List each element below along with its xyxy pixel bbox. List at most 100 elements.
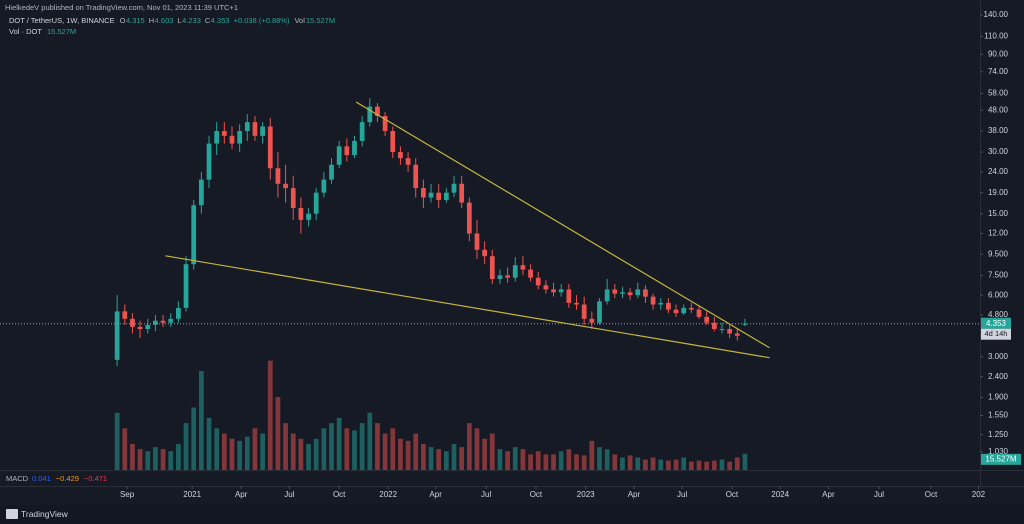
candle-body	[688, 307, 694, 310]
candle-body	[474, 233, 480, 250]
countdown-box	[981, 328, 1011, 340]
y-tick-label: 30.00	[988, 147, 1009, 156]
volume-bar	[474, 428, 480, 470]
volume-bar	[466, 423, 472, 470]
candle-body	[183, 264, 189, 308]
candle-body	[558, 289, 564, 293]
candle-body	[367, 106, 373, 123]
volume-value-label: 15.527M	[985, 454, 1016, 463]
candle-body	[727, 329, 733, 334]
candle-body	[428, 192, 434, 198]
volume-bar	[321, 428, 327, 470]
volume-bar	[313, 438, 319, 470]
y-tick-label: 3.000	[988, 352, 1009, 361]
y-tick-label: 4.800	[988, 310, 1009, 319]
y-tick-label: 15.00	[988, 209, 1009, 218]
volume-bar	[252, 428, 258, 470]
candle-body	[581, 304, 587, 319]
candle-body	[283, 183, 288, 189]
macd-value: −0.429	[56, 474, 79, 483]
volume-bar	[520, 449, 526, 470]
candle-body	[620, 292, 625, 294]
candle-body	[666, 302, 671, 310]
candle-body	[482, 249, 488, 257]
candle-body	[719, 329, 725, 331]
volume-bar	[742, 453, 748, 470]
candle-body	[528, 269, 533, 278]
volume-bar	[198, 371, 204, 470]
ohlc-value: 4.315	[126, 16, 145, 25]
brand-name: TradingView	[21, 509, 69, 519]
candle-body	[153, 320, 158, 325]
volume-bar	[612, 454, 618, 470]
volume-bar	[214, 428, 220, 470]
candle-body	[635, 289, 641, 296]
volume-bar	[221, 433, 227, 470]
volume-bar	[359, 423, 365, 470]
candle-body	[436, 192, 442, 200]
candle-body	[543, 285, 549, 290]
x-tick-label: Oct	[726, 490, 739, 499]
candle-body	[405, 158, 411, 165]
candle-body	[574, 302, 579, 305]
volume-bar	[436, 449, 442, 470]
trend-line	[165, 255, 770, 359]
y-tick-label: 12.00	[988, 229, 1009, 238]
volume-bar	[620, 457, 625, 470]
plot-area	[0, 98, 980, 470]
candle-body	[566, 289, 572, 303]
macd-title: MACD	[6, 474, 29, 483]
last-price-label: 4.353	[986, 319, 1007, 328]
x-tick-label: 2023	[577, 490, 595, 499]
y-tick-label: 1.030	[988, 447, 1009, 456]
candle-body	[375, 106, 380, 117]
countdown: 4d 14h	[985, 329, 1008, 338]
volume-bar	[558, 451, 564, 470]
y-tick-label: 38.00	[988, 126, 1009, 135]
volume-bar	[336, 417, 342, 470]
candle-body	[260, 126, 265, 136]
x-tick-label: 2024	[771, 490, 789, 499]
x-tick-label: Apr	[235, 490, 248, 499]
candle-body	[229, 135, 235, 144]
candle-body	[711, 322, 717, 330]
candle-body	[734, 333, 740, 336]
x-tick-label: Apr	[628, 490, 641, 499]
change: +0.038 (+0.88%)	[234, 16, 290, 25]
candle-body	[329, 164, 334, 180]
candle-body	[535, 277, 541, 286]
last-price-box	[981, 317, 1011, 329]
candle-body	[512, 265, 518, 278]
candle-body	[145, 324, 151, 330]
volume-label: Vol	[294, 16, 305, 25]
candle-body	[352, 140, 357, 156]
volume-value-box	[981, 453, 1021, 465]
y-tick-label: 58.00	[988, 89, 1009, 98]
volume-bar	[352, 430, 357, 470]
volume-bar	[551, 454, 556, 470]
volume-bar	[459, 447, 465, 470]
volume-bar	[673, 459, 679, 470]
volume-bar	[635, 457, 641, 470]
legend: DOT / TetherUS, 1W, BINANCE O 4.315 H 4.603 L…	[9, 16, 335, 36]
volume-bar	[122, 428, 128, 470]
x-tick-label: Sep	[120, 490, 135, 499]
x-tick-label: Jul	[677, 490, 687, 499]
publisher-note: HielkedeV published on TradingView.com, …	[5, 3, 238, 12]
candle-body	[589, 318, 595, 323]
volume-bar	[237, 440, 243, 470]
candle-body	[466, 202, 472, 234]
footer	[0, 505, 1024, 524]
candle-body	[650, 296, 656, 305]
y-tick-label: 48.00	[988, 105, 1009, 114]
candle-body	[321, 179, 327, 193]
volume-bar	[627, 455, 633, 470]
x-tick-label: 202	[972, 490, 986, 499]
volume-bar	[114, 412, 120, 470]
volume-bar	[505, 451, 510, 470]
candle-body	[221, 131, 227, 136]
volume-bar	[604, 449, 610, 470]
